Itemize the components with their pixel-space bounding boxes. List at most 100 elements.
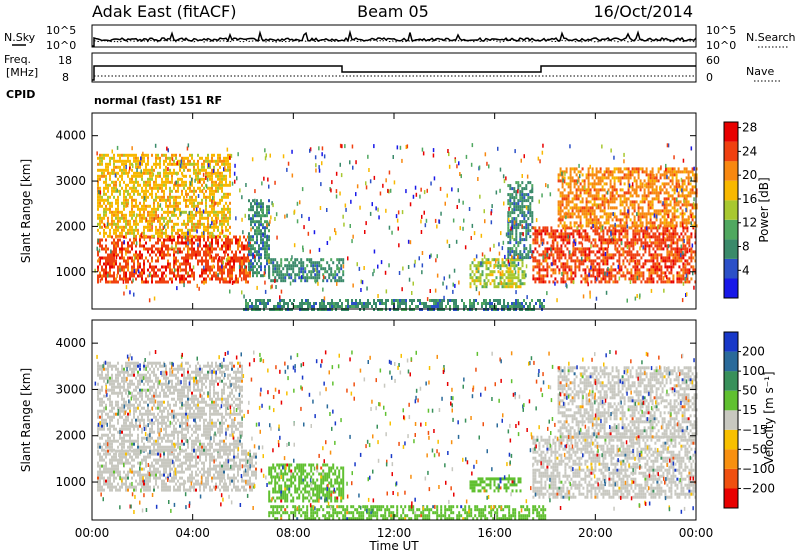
range-cell [509, 199, 512, 203]
range-cell [647, 182, 650, 186]
range-cell [618, 262, 621, 266]
range-cell [519, 279, 522, 283]
range-cell [603, 188, 606, 192]
range-cell [575, 173, 578, 177]
range-cell [651, 170, 654, 174]
range-cell [630, 274, 633, 278]
range-cell [565, 194, 568, 198]
range-cell [189, 159, 191, 163]
range-cell [562, 226, 565, 230]
range-cell [411, 299, 413, 302]
range-cell [675, 176, 678, 180]
range-cell [605, 221, 608, 225]
range-cell [606, 256, 609, 260]
range-cell [662, 241, 665, 245]
range-cell [552, 247, 555, 251]
range-cell [622, 271, 625, 275]
range-cell [171, 241, 173, 245]
range-cell [558, 247, 561, 251]
range-cell [189, 198, 191, 202]
range-cell [620, 238, 623, 242]
range-cell [109, 268, 111, 272]
range-cell [125, 274, 127, 278]
range-cell [654, 241, 657, 245]
range-cell [621, 203, 624, 207]
range-cell [125, 280, 127, 284]
range-cell [121, 210, 123, 214]
range-cell [645, 173, 648, 177]
range-cell [219, 247, 221, 251]
range-cell [646, 244, 649, 248]
range-cell [127, 277, 129, 281]
range-cell [324, 267, 327, 271]
range-cell [121, 265, 123, 269]
range-cell [167, 204, 169, 208]
range-cell [139, 219, 141, 223]
range-cell [665, 170, 668, 174]
range-cell [534, 241, 537, 245]
range-cell [567, 200, 570, 204]
range-cell [270, 279, 273, 283]
range-cell [264, 214, 266, 218]
range-cell [336, 258, 339, 262]
range-cell [653, 209, 656, 213]
range-cell [338, 258, 341, 262]
range-cell [649, 176, 652, 180]
range-cell [593, 215, 596, 219]
scatter-cell [176, 161, 178, 166]
range-cell [665, 191, 668, 195]
range-cell [469, 267, 472, 271]
range-cell [107, 207, 109, 211]
range-cell [587, 209, 590, 213]
range-cell [264, 250, 266, 254]
range-cell [145, 256, 147, 260]
range-cell [298, 267, 301, 271]
range-cell [221, 277, 223, 281]
range-cell [133, 153, 135, 157]
range-cell [571, 191, 574, 195]
range-cell [109, 162, 111, 166]
range-cell [681, 179, 684, 183]
range-cell [673, 173, 676, 177]
range-cell [481, 258, 484, 262]
range-cell [187, 213, 189, 217]
range-cell [591, 170, 594, 174]
range-cell [587, 179, 590, 183]
range-cell [686, 226, 689, 230]
range-cell [665, 197, 668, 201]
range-cell [187, 192, 189, 196]
range-cell [177, 204, 179, 208]
range-cell [193, 207, 195, 211]
range-cell [125, 171, 127, 175]
range-cell [261, 302, 263, 305]
range-cell [189, 189, 191, 193]
range-cell [173, 235, 175, 239]
range-cell [637, 224, 640, 228]
range-cell [625, 218, 628, 222]
range-cell [671, 197, 674, 201]
range-cell [662, 259, 665, 263]
range-cell [673, 224, 676, 228]
range-cell [660, 253, 663, 257]
range-cell [439, 305, 441, 308]
range-cell [321, 305, 323, 308]
range-cell [207, 253, 209, 257]
range-cell [562, 253, 565, 257]
range-cell [534, 247, 537, 251]
scatter-cell [293, 243, 296, 248]
range-cell [127, 241, 129, 245]
range-cell [165, 165, 167, 169]
range-cell [141, 274, 143, 278]
range-cell [581, 188, 584, 192]
range-cell [606, 250, 609, 254]
range-cell [660, 277, 663, 281]
range-cell [485, 267, 488, 271]
range-cell [221, 259, 223, 263]
range-cell [559, 218, 562, 222]
scatter-cell [269, 153, 271, 158]
range-cell [177, 216, 179, 220]
range-cell [649, 212, 652, 216]
range-cell [127, 219, 129, 223]
range-cell [219, 198, 221, 202]
range-cell [127, 222, 129, 226]
